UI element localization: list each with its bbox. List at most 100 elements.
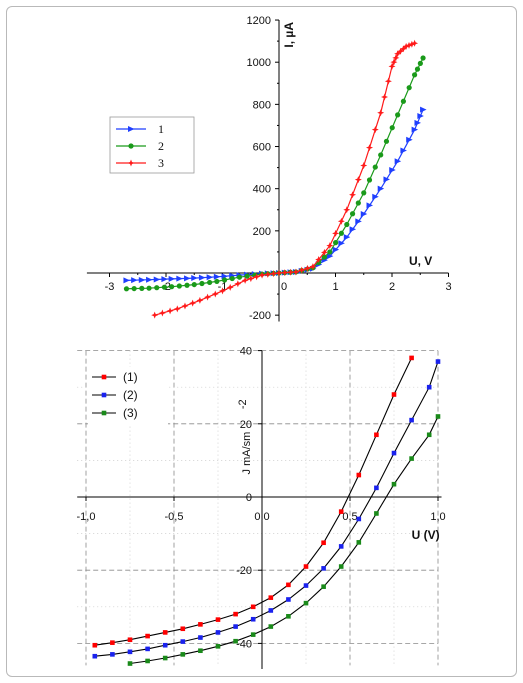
x-axis-label: U, V (409, 254, 432, 268)
series-(2)-point (145, 646, 150, 652)
x-tick-label: -0,5 (165, 511, 184, 523)
y-axis-label: I, µA (282, 22, 296, 48)
series-1-point (138, 276, 146, 283)
series-(2)-point (374, 485, 379, 491)
series-1-point (414, 119, 421, 126)
series-(1)-point (127, 637, 133, 643)
series-2-point (414, 66, 421, 72)
series-2-point (176, 283, 182, 289)
series-(1)-point (250, 604, 256, 610)
series-3-point (315, 256, 323, 264)
series-3-point (181, 302, 189, 310)
series-(3)-point (162, 655, 168, 661)
series-(2)-point (426, 384, 432, 390)
series-1-point (360, 210, 368, 217)
series-(3)-point (198, 648, 203, 654)
x-axis-label: U (V) (412, 528, 440, 542)
series-(3)-point (374, 511, 379, 516)
series-1-point (161, 276, 168, 283)
series-3-point (320, 248, 328, 256)
series-1-point (191, 275, 198, 282)
series-(3)-point (356, 540, 362, 545)
series-3-point (241, 276, 249, 284)
series-2-point (191, 281, 197, 288)
series-(3)-point (233, 638, 238, 644)
series-3-point (219, 287, 226, 295)
y-tick-label: -20 (236, 565, 252, 577)
y-axis-label-exponent: -2 (237, 399, 249, 409)
series-3-point (196, 296, 204, 304)
series-(2)-point (162, 642, 168, 648)
series-3-point (234, 280, 242, 288)
series-(2)-point (321, 566, 326, 571)
series-(1)-point (92, 642, 98, 648)
series-2-point (139, 285, 145, 291)
series-1-point (406, 136, 413, 143)
series-(1)-point (145, 633, 150, 639)
series-(2)-point (215, 630, 221, 635)
series-1-point (383, 176, 390, 183)
y-tick-label: 20 (240, 419, 252, 431)
series-3-point (173, 305, 181, 313)
y-tick-label: 400 (253, 184, 271, 196)
series-1-point (355, 218, 362, 225)
series-3-point (226, 283, 234, 291)
series-(2)-point (391, 450, 397, 456)
series-2-point (236, 274, 243, 280)
series-1-point (326, 253, 334, 260)
series-3-point (258, 271, 266, 279)
series-(1)-point (391, 392, 397, 397)
series-(1)-point (409, 355, 414, 361)
series-(1)-point (374, 432, 379, 438)
series-1-point (213, 273, 221, 280)
series-1-point (366, 202, 374, 209)
series-2-point (123, 286, 130, 292)
series-2-point (229, 275, 235, 282)
y-tick-label: -200 (249, 310, 271, 322)
series-2-point (395, 112, 401, 118)
series-1-point (372, 193, 379, 200)
series-(2)-point (356, 516, 362, 522)
series-1-point (417, 113, 424, 120)
legend-marker-(1) (101, 374, 107, 380)
series-2-point (406, 85, 412, 91)
series-(1)-point (356, 472, 362, 478)
series-(2)-point (92, 653, 98, 659)
series-2-point (321, 254, 328, 260)
series-3-point (253, 273, 261, 281)
series-(2)-point (127, 649, 133, 655)
legend-marker-1 (128, 126, 135, 132)
series-(3)-point (286, 614, 291, 619)
series-(1)-point (162, 630, 168, 635)
x-tick-label: 0,0 (254, 511, 269, 523)
x-tick-label: 1 (332, 281, 338, 293)
y-tick-label: -40 (236, 638, 252, 650)
series-(2)-point (409, 417, 414, 423)
series-3-point (287, 268, 295, 276)
y-tick-label: 40 (240, 346, 252, 358)
x-tick-label: 3 (445, 281, 451, 293)
series-2-point (169, 284, 175, 290)
series-(3)-point (338, 564, 344, 569)
series-(2)-point (180, 639, 186, 644)
series-3-point (399, 45, 407, 53)
series-2-point (400, 98, 407, 104)
series-2-point (420, 55, 426, 61)
series-2-point (338, 230, 344, 236)
series-(2)-point (435, 359, 441, 364)
y-tick-label: 600 (253, 142, 271, 154)
series-3-point (405, 41, 413, 49)
series-3-point (411, 39, 419, 47)
series-3-point (360, 161, 368, 169)
series-3-point (270, 270, 278, 278)
series-1-point (338, 240, 345, 247)
series-2-point (131, 285, 137, 292)
series-2-point (146, 285, 152, 291)
x-tick-label: -1 (218, 281, 228, 293)
series-1-point (206, 274, 214, 281)
series-3-point (366, 144, 374, 152)
series-(3)-point (409, 456, 414, 461)
series-(2)-point (338, 544, 344, 549)
series-3-point (384, 77, 392, 85)
